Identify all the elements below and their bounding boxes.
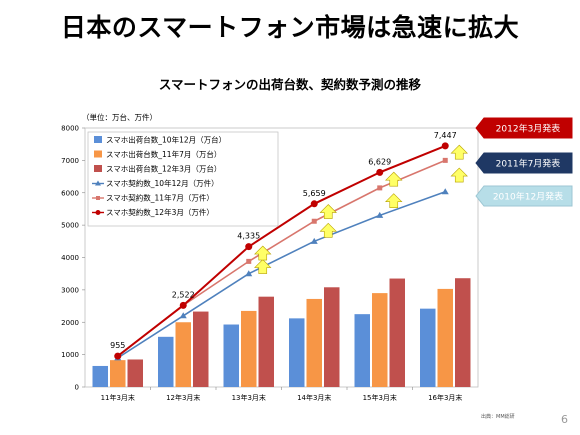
y-tick-label: 0 — [75, 384, 79, 392]
growth-arrow-icon — [385, 171, 403, 187]
x-tick-label: 16年3月末 — [428, 393, 462, 402]
line-point — [245, 243, 253, 251]
y-tick-label: 3000 — [61, 286, 79, 294]
legend-swatch — [94, 150, 102, 158]
data-label: 955 — [110, 341, 125, 350]
bar — [193, 311, 209, 387]
legend-swatch — [94, 136, 102, 143]
unit-label: （単位：万台、万件） — [82, 113, 157, 122]
line-point — [376, 211, 384, 218]
x-tick-label: 15年3月末 — [363, 393, 397, 402]
legend-label: スマホ契約数_12年3月（万件） — [106, 207, 214, 217]
series-line — [117, 191, 446, 359]
source-note: 出典：MM総研 — [481, 414, 515, 420]
bar — [175, 322, 191, 387]
line-point — [310, 237, 318, 244]
bar — [289, 318, 305, 387]
announcement-callout — [475, 117, 573, 139]
legend-label: スマホ出荷台数_12年3月（万台） — [106, 164, 221, 174]
data-label: 4,335 — [237, 232, 260, 241]
announcement-label: 2010年12月発表 — [493, 191, 563, 203]
series-line — [117, 144, 446, 357]
line-point — [377, 185, 383, 191]
bar — [389, 278, 405, 387]
bar — [223, 324, 239, 387]
x-tick-label: 12年3月末 — [166, 393, 200, 402]
growth-arrow-icon — [319, 204, 337, 219]
bar — [437, 288, 453, 387]
x-tick-label: 13年3月末 — [232, 393, 266, 402]
page-number: 6 — [561, 413, 568, 426]
legend-label: スマホ契約数_10年12月（万件） — [106, 178, 219, 188]
line-point — [179, 301, 187, 309]
bar — [241, 310, 257, 387]
growth-arrow-icon — [450, 167, 468, 183]
bar — [127, 359, 143, 387]
growth-arrow-icon — [254, 245, 272, 261]
bar — [158, 336, 174, 387]
line-point — [376, 168, 384, 176]
legend-marker — [96, 196, 100, 200]
legend-label: スマホ出荷台数_11年7月（万台） — [106, 149, 221, 159]
announcement-callout — [475, 185, 573, 207]
growth-arrow-icon — [319, 222, 337, 238]
data-label: 5,659 — [303, 189, 326, 198]
line-point — [114, 352, 122, 360]
announcement-callout — [475, 152, 573, 174]
announcement-label: 2011年7月発表 — [496, 158, 561, 170]
x-tick-label: 11年3月末 — [101, 393, 135, 402]
y-tick-label: 1000 — [61, 351, 79, 359]
bar — [92, 365, 108, 387]
growth-arrow-icon — [450, 144, 468, 160]
x-tick-label: 14年3月末 — [297, 393, 331, 402]
bar — [110, 360, 126, 387]
y-tick-label: 2000 — [61, 319, 79, 327]
line-point — [311, 218, 317, 224]
page-title: 日本のスマートフォン市場は急速に拡大 — [60, 13, 520, 42]
line-point — [246, 258, 252, 264]
line-point — [310, 200, 318, 208]
growth-arrow-icon — [385, 193, 403, 208]
line-point — [441, 142, 449, 150]
bar — [455, 278, 471, 387]
legend-swatch — [94, 165, 102, 172]
y-tick-label: 8000 — [61, 125, 79, 133]
bar — [306, 298, 322, 387]
y-tick-label: 6000 — [61, 189, 79, 197]
y-tick-label: 7000 — [61, 157, 79, 165]
bar — [420, 308, 436, 387]
announcement-label: 2012年3月発表 — [496, 123, 561, 135]
data-label: 7,447 — [434, 131, 457, 140]
growth-arrow-icon — [254, 259, 272, 274]
legend-label: スマホ契約数_11年7月（万件） — [106, 193, 214, 203]
bar — [324, 287, 340, 387]
y-tick-label: 5000 — [61, 222, 79, 230]
legend-marker — [95, 180, 101, 186]
data-label: 2,522 — [172, 290, 195, 299]
bar — [372, 293, 388, 387]
line-point — [442, 157, 448, 163]
y-tick-label: 4000 — [61, 254, 79, 262]
legend-label: スマホ出荷台数_10年12月（万台） — [106, 135, 226, 145]
line-point — [245, 270, 253, 277]
bar — [258, 296, 274, 387]
legend-marker — [95, 210, 101, 215]
chart-subtitle: スマートフォンの出荷台数、契約数予測の推移 — [158, 77, 422, 92]
data-label: 6,629 — [368, 157, 391, 166]
bar — [354, 314, 370, 387]
line-point — [441, 188, 449, 195]
line-point — [179, 312, 187, 319]
legend-box — [87, 131, 279, 227]
